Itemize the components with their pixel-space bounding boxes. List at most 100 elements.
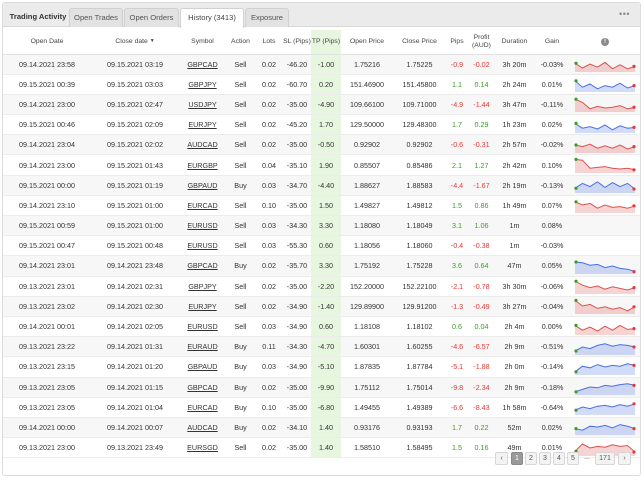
symbol-link[interactable]: GBPJPY — [188, 79, 217, 89]
trade-chart-cell[interactable] — [570, 336, 640, 358]
symbol-link[interactable]: AUDCAD — [187, 422, 218, 432]
trade-chart-cell[interactable] — [570, 356, 640, 378]
col-open-price[interactable]: Open Price — [341, 30, 393, 55]
col-tp[interactable]: TP (Pips) — [311, 30, 341, 55]
col-open-date[interactable]: Open Date — [3, 30, 91, 55]
trade-chart-cell[interactable] — [570, 195, 640, 217]
table-row[interactable]: 09.14.2021 23:00 09.15.2021 01:43 EURGBP Se… — [3, 154, 640, 176]
trade-chart-cell[interactable] — [570, 296, 640, 317]
symbol-link[interactable]: EURSGD — [187, 443, 218, 453]
sparkline-area — [575, 144, 635, 153]
table-row[interactable]: 09.13.2021 23:15 09.14.2021 01:20 GBPAUD Bu… — [3, 356, 640, 378]
table-row[interactable]: 09.14.2021 23:00 09.15.2021 02:47 USDJPY Se… — [3, 94, 640, 116]
chevron-left-icon[interactable]: ‹ — [495, 452, 508, 465]
action-cell: Sell — [226, 316, 255, 338]
col-action[interactable]: Action — [226, 30, 255, 55]
trade-chart-cell[interactable] — [570, 175, 640, 196]
tp-cell: 0.60 — [311, 316, 341, 338]
symbol-link[interactable]: EURUSD — [187, 241, 218, 251]
table-row[interactable]: 09.14.2021 23:58 09.15.2021 03:19 GBPCAD Se… — [3, 54, 640, 75]
table-row[interactable]: 09.13.2021 23:02 09.14.2021 02:30 EURJPY Se… — [3, 296, 640, 317]
symbol-link[interactable]: GBPCAD — [187, 261, 218, 271]
page-button-4[interactable]: 4 — [553, 452, 565, 465]
symbol-link[interactable]: EURCAD — [187, 402, 218, 412]
table-row[interactable]: 09.14.2021 23:04 09.15.2021 02:02 AUDCAD Se… — [3, 134, 640, 156]
tp-cell: 3.30 — [311, 215, 341, 237]
tab-open-orders[interactable]: Open Orders — [124, 8, 179, 27]
lots-cell: 0.03 — [255, 215, 283, 237]
tab-trading-activity[interactable]: Trading Activity — [9, 12, 67, 21]
table-row[interactable]: 09.14.2021 23:10 09.15.2021 01:00 EURCAD Se… — [3, 195, 640, 217]
symbol-link[interactable]: GBPCAD — [187, 382, 218, 392]
col-symbol[interactable]: Symbol — [179, 30, 226, 55]
table-row[interactable]: 09.13.2021 23:22 09.14.2021 01:31 EURAUD Bu… — [3, 336, 640, 358]
page-button-3[interactable]: 3 — [539, 452, 551, 465]
profit-cell: -6.57 — [468, 336, 495, 358]
table-row[interactable]: 09.15.2021 00:39 09.15.2021 03:03 GBPJPY Se… — [3, 74, 640, 95]
table-row[interactable]: 09.13.2021 23:05 09.14.2021 01:15 GBPCAD Bu… — [3, 377, 640, 398]
page-button-last[interactable]: 171 — [595, 452, 615, 465]
symbol-link[interactable]: EURJPY — [188, 301, 217, 311]
tab-exposure[interactable]: Exposure — [245, 8, 289, 27]
tab-history[interactable]: History (3413) — [180, 8, 244, 28]
trade-chart-cell[interactable] — [570, 154, 640, 176]
table-row[interactable]: 09.15.2021 00:47 09.15.2021 00:48 EURUSD Se… — [3, 235, 640, 257]
trade-chart-cell[interactable] — [570, 276, 640, 297]
trade-chart-cell[interactable] — [570, 316, 640, 338]
symbol-link[interactable]: USDJPY — [188, 99, 217, 109]
trade-chart-cell[interactable] — [570, 397, 640, 418]
symbol-link[interactable]: GBPCAD — [187, 59, 218, 69]
trade-chart-cell[interactable] — [570, 417, 640, 439]
close-date-cell: 09.13.2021 23:49 — [91, 437, 179, 459]
symbol-link[interactable]: EURJPY — [188, 120, 217, 130]
page-button-1[interactable]: 1 — [511, 452, 523, 465]
page-button-2[interactable]: 2 — [525, 452, 537, 465]
lots-cell: 0.03 — [255, 316, 283, 338]
open-date-cell: 09.15.2021 00:39 — [3, 74, 91, 95]
col-gain[interactable]: Gain — [534, 30, 570, 55]
trade-chart-cell[interactable] — [570, 74, 640, 95]
table-row[interactable]: 09.15.2021 00:59 09.15.2021 01:00 EURUSD Se… — [3, 215, 640, 237]
page-button-5[interactable]: 5 — [567, 452, 579, 465]
table-row[interactable]: 09.15.2021 00:46 09.15.2021 02:09 EURJPY Se… — [3, 114, 640, 136]
sl-cell: -34.90 — [283, 316, 311, 338]
symbol-link[interactable]: GBPAUD — [187, 180, 218, 190]
trade-chart-cell[interactable] — [570, 134, 640, 156]
more-dots-icon[interactable]: ••• — [619, 9, 630, 19]
tp-cell: 1.70 — [311, 114, 341, 136]
lots-cell: 0.04 — [255, 154, 283, 176]
table-row[interactable]: 09.15.2021 00:00 09.15.2021 01:19 GBPAUD Bu… — [3, 175, 640, 196]
symbol-link[interactable]: EURUSD — [187, 221, 218, 231]
col-pips[interactable]: Pips — [446, 30, 468, 55]
symbol-link[interactable]: GBPAUD — [187, 362, 218, 372]
symbol-link[interactable]: EURUSD — [187, 322, 218, 332]
trade-chart-cell[interactable] — [570, 215, 640, 237]
table-row[interactable]: 09.13.2021 23:05 09.14.2021 01:04 EURCAD Bu… — [3, 397, 640, 418]
pips-cell: -2.1 — [446, 276, 468, 297]
info-icon[interactable]: ! — [601, 37, 609, 46]
trade-chart-cell[interactable] — [570, 377, 640, 398]
trade-chart-cell[interactable] — [570, 94, 640, 116]
col-lots[interactable]: Lots — [255, 30, 283, 55]
table-row[interactable]: 09.14.2021 00:00 09.14.2021 00:07 AUDCAD Bu… — [3, 417, 640, 439]
symbol-link[interactable]: EURGBP — [187, 160, 218, 170]
table-row[interactable]: 09.13.2021 23:01 09.14.2021 02:31 GBPJPY Se… — [3, 276, 640, 297]
symbol-link[interactable]: AUDCAD — [187, 140, 218, 150]
tab-open-trades[interactable]: Open Trades — [69, 8, 123, 27]
trade-chart-cell[interactable] — [570, 54, 640, 75]
col-sl[interactable]: SL (Pips) — [283, 30, 311, 55]
symbol-link[interactable]: GBPJPY — [188, 281, 217, 291]
symbol-link[interactable]: EURCAD — [187, 200, 218, 210]
col-duration[interactable]: Duration — [495, 30, 534, 55]
table-row[interactable]: 09.13.2021 23:00 09.13.2021 23:49 EURSGD Se… — [3, 437, 640, 459]
trade-chart-cell[interactable] — [570, 114, 640, 136]
chevron-right-icon[interactable]: › — [618, 452, 631, 465]
col-close-date[interactable]: Close date ▼ — [91, 30, 179, 55]
trade-chart-cell[interactable] — [570, 255, 640, 277]
col-profit[interactable]: Profit (AUD) — [468, 30, 495, 55]
table-row[interactable]: 09.14.2021 23:01 09.14.2021 23:48 GBPCAD Bu… — [3, 255, 640, 277]
trade-chart-cell[interactable] — [570, 235, 640, 257]
table-row[interactable]: 09.14.2021 00:01 09.14.2021 02:05 EURUSD Se… — [3, 316, 640, 338]
col-close-price[interactable]: Close Price — [393, 30, 446, 55]
symbol-link[interactable]: EURAUD — [187, 342, 218, 352]
